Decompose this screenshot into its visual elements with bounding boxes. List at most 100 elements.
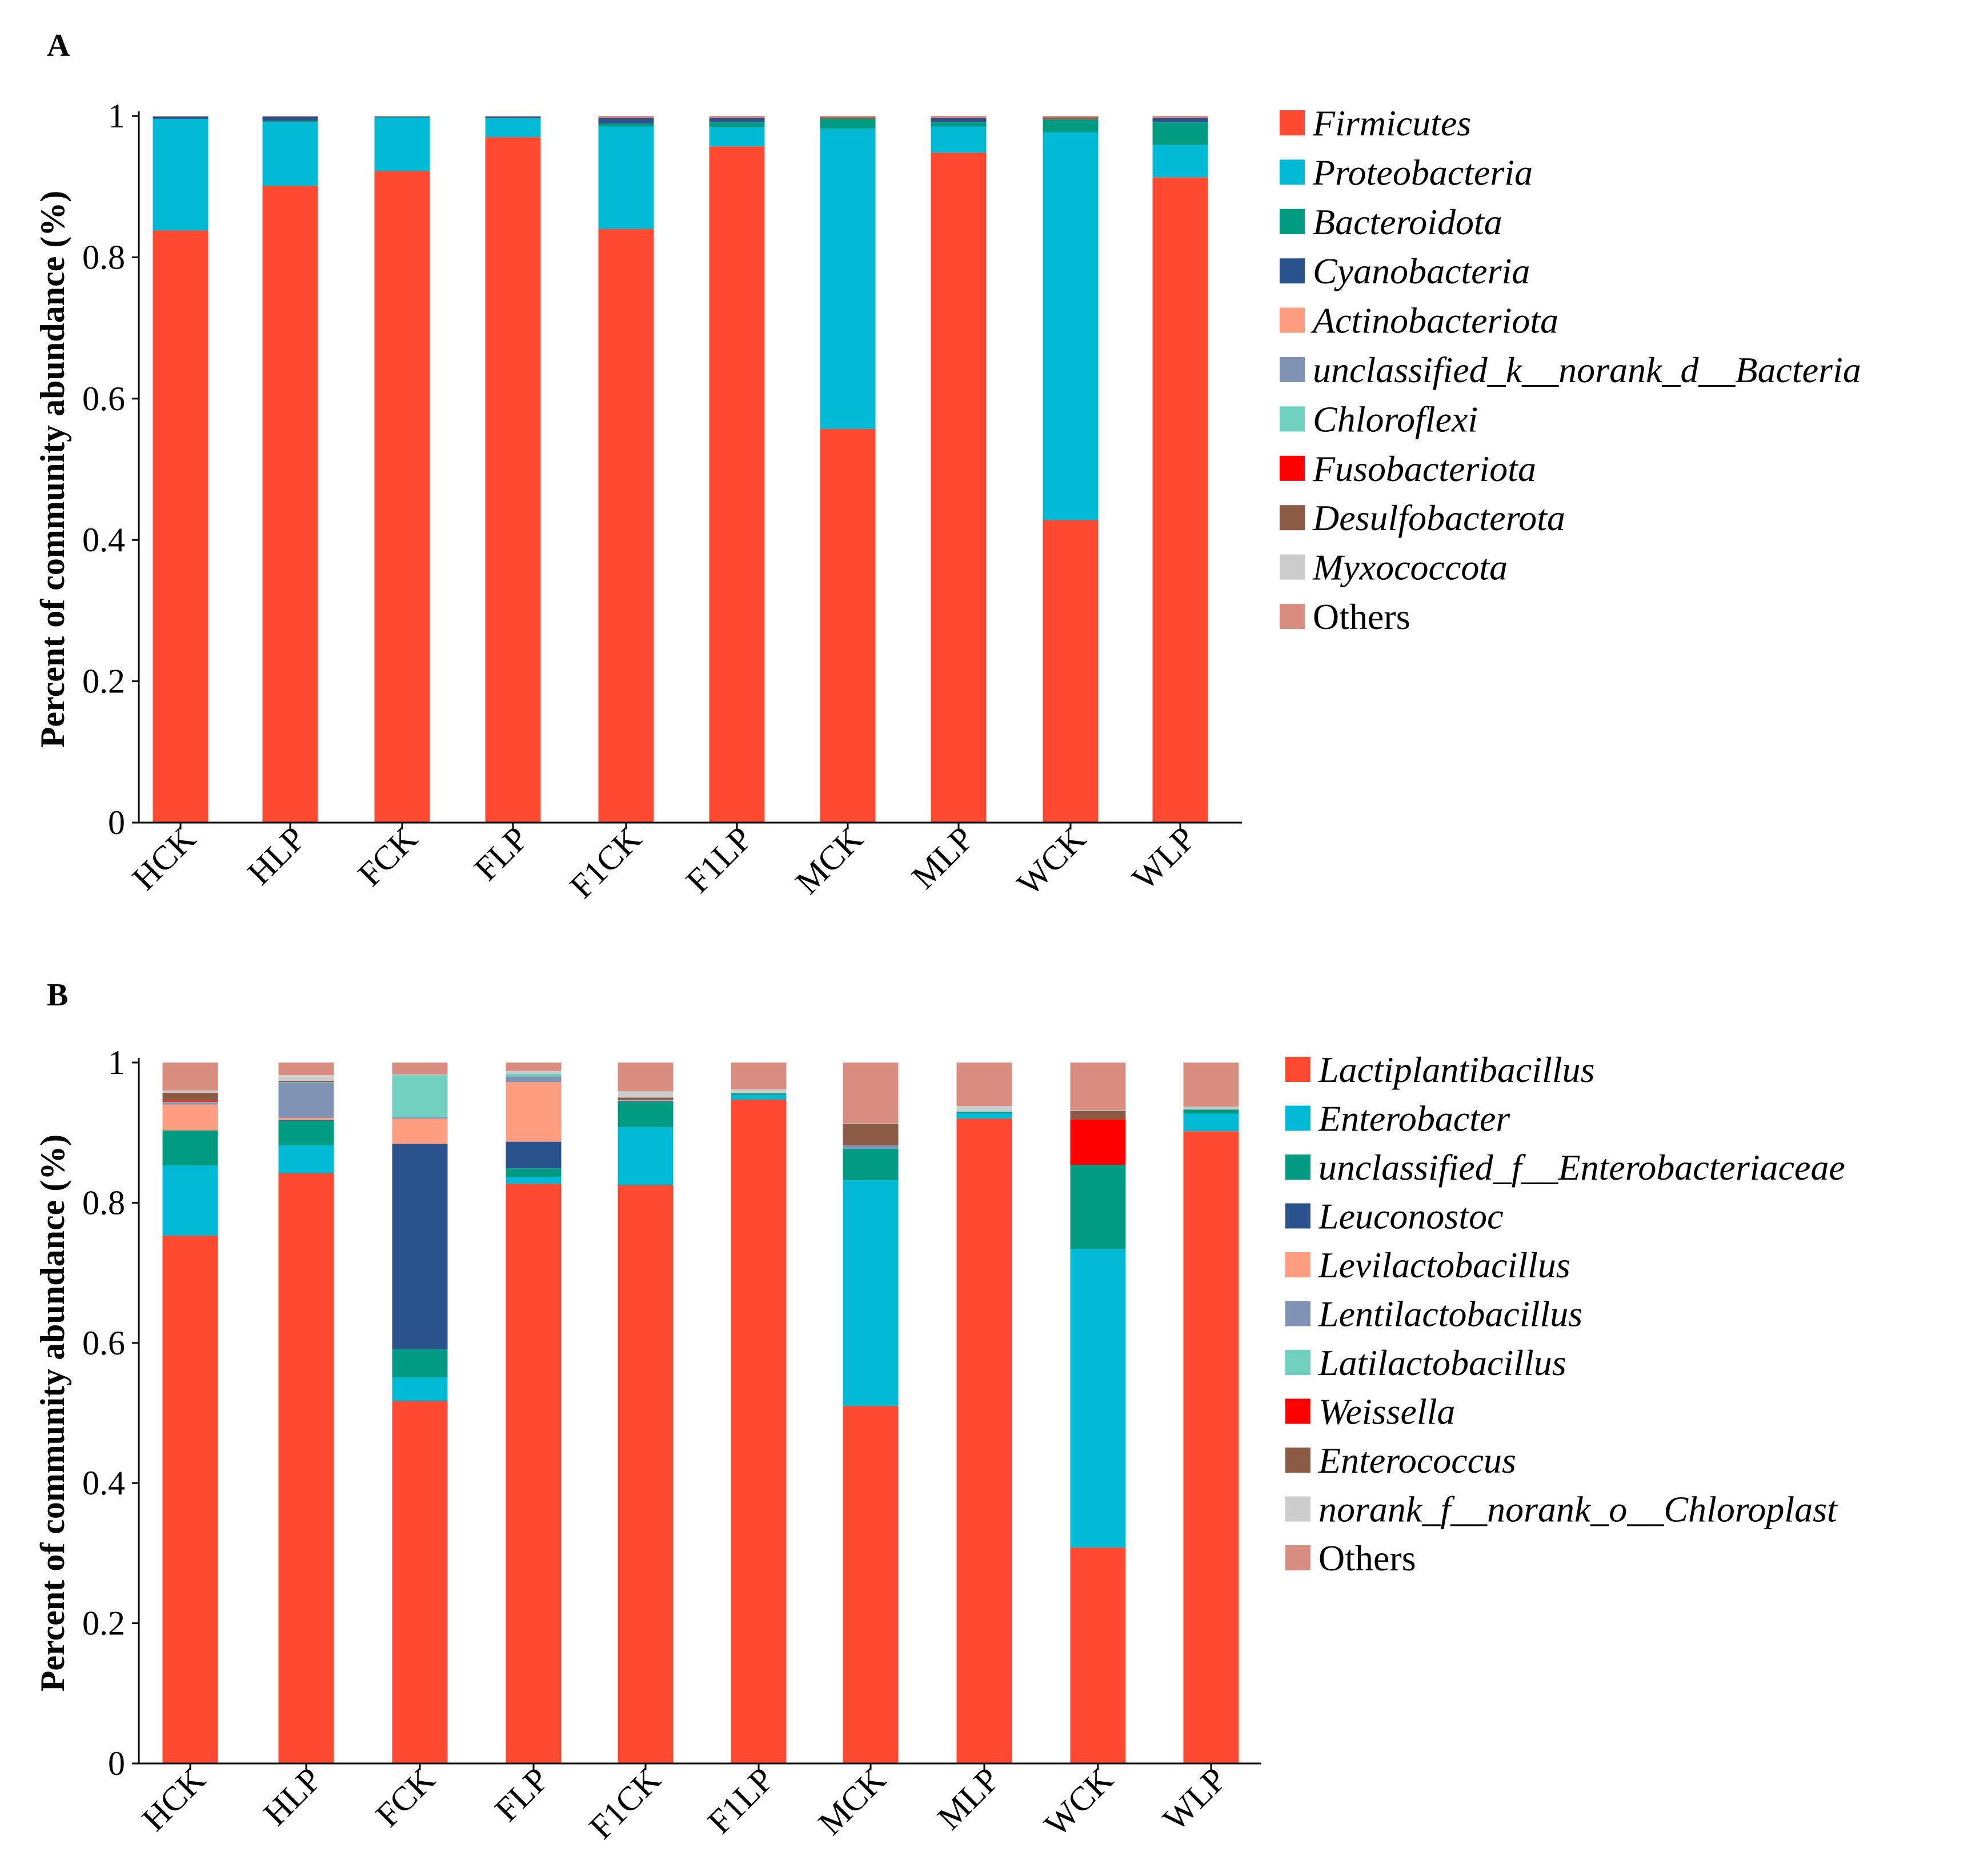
bar-segment-flp-unclassified-f-enterobacteriaceae [506,1168,562,1177]
bar-segment-hck-enterococcus [162,1092,218,1101]
y-tick-label: 0 [108,1745,125,1782]
bar-segment-mlp-bacteroidota [931,122,987,127]
bar-segment-f1ck-norank-f-norank-o-chloroplast [618,1091,674,1098]
bar-stack-wlp [1183,1063,1239,1763]
legend-item-desulfobacterota: Desulfobacterota [1280,498,1565,538]
legend-label: Weissella [1318,1392,1455,1432]
bar-segment-mck-enterococcus [843,1124,899,1145]
bar-segment-wlp-bacteroidota [1152,122,1208,145]
legend-item-unclassified-f-enterobacteriaceae: unclassified_f__Enterobacteriaceae [1285,1147,1845,1188]
bar-segment-mck-enterobacter [843,1180,899,1406]
bar-segment-mlp-firmicutes [931,153,987,823]
legend-item-leuconostoc: Leuconostoc [1285,1196,1504,1237]
panel-letter: B [47,977,68,1013]
bar-segment-mck-firmicutes [820,428,876,823]
bar-segment-flp-cyanobacteria [485,117,541,118]
bar-segment-f1ck-cyanobacteria [598,118,654,124]
bar-segment-hlp-firmicutes [262,186,318,823]
bar-segment-mlp-lactiplantibacillus [956,1119,1012,1763]
bar-segment-wck-enterobacter [1070,1249,1126,1548]
bar-segment-f1lp-unclassified-f-enterobacteriaceae [731,1093,787,1095]
bar-segment-f1lp-lactiplantibacillus [731,1100,787,1763]
bar-segment-f1lp-bacteroidota [709,122,765,127]
legend-label: Others [1318,1538,1416,1578]
legend-swatch [1280,357,1305,382]
legend-label: Enterobacter [1318,1099,1510,1139]
legend-swatch [1285,1398,1310,1424]
legend-label: Fusobacteriota [1312,448,1536,489]
legend-label: unclassified_f__Enterobacteriaceae [1318,1147,1845,1188]
bar-segment-wck-norank-f-norank-o-chloroplast [1070,1110,1126,1111]
bar-segment-wlp-enterobacter [1183,1113,1239,1132]
bar-segment-f1ck-firmicutes [598,229,654,823]
bar-segment-hck-proteobacteria [153,118,209,231]
legend-item-weissella: Weissella [1285,1392,1455,1432]
bar-segment-hlp-leuconostoc [278,1120,334,1121]
legend-swatch [1285,1155,1310,1180]
bar-segment-f1ck-lactiplantibacillus [618,1185,674,1763]
bar-segment-fck-proteobacteria [374,117,430,171]
bar-segment-hck-unclassified-f-enterobacteriaceae [162,1131,218,1166]
legend-swatch [1285,1301,1310,1326]
legend-swatch [1280,307,1305,333]
legend-label: Lactiplantibacillus [1318,1049,1595,1090]
bar-segment-fck-unclassified-f-enterobacteriaceae [392,1349,448,1377]
bar-stack-mck [820,116,876,823]
x-tick-label-hlp: HLP [256,1761,328,1833]
bar-segment-hck-enterobacter [162,1165,218,1236]
legend-swatch [1285,1252,1310,1277]
legend-item-fusobacteriota: Fusobacteriota [1280,448,1536,489]
bar-segment-mlp-norank-f-norank-o-chloroplast [956,1106,1012,1112]
y-tick-label: 0.8 [82,1184,125,1221]
legend-label: Leuconostoc [1318,1196,1504,1237]
bar-segment-mck-others [820,116,876,118]
legend: Firmicutes Proteobacteria Bacteroidota Cyan… [1280,103,1861,637]
bar-segment-wck-proteobacteria [1043,132,1099,520]
x-tick-label-wlp: WLP [1125,820,1203,897]
legend-item-unclassified-k-norank-d-bacteria: unclassified_k__norank_d__Bacteria [1280,350,1861,390]
bar-segment-fck-levilactobacillus [392,1119,448,1144]
panel-b: B Percent of community abundance (%) 0 0.2 0… [34,977,1845,1846]
bar-segment-mlp-unclassified-f-enterobacteriaceae [956,1111,1012,1113]
bar-segment-hlp-others [262,116,318,117]
legend-swatch [1285,1350,1310,1375]
bar-segment-wck-desulfobacterota [1043,117,1099,120]
bar-segment-hck-others [162,1063,218,1091]
bar-segment-wck-others [1070,1063,1126,1111]
bar-stack-hck [162,1063,218,1763]
y-tick-label: 1 [108,1044,125,1081]
bar-segment-fck-lactiplantibacillus [392,1401,448,1763]
legend-swatch [1280,406,1305,432]
legend-item-lentilactobacillus: Lentilactobacillus [1285,1294,1582,1334]
x-tick-label-mck: MCK [788,820,870,901]
bar-segment-fck-enterobacter [392,1377,448,1401]
legend-item-proteobacteria: Proteobacteria [1280,152,1533,193]
bar-segment-hck-cyanobacteria [153,117,209,119]
bar-segment-hlp-lactiplantibacillus [278,1173,334,1763]
x-tick-label-f1lp: F1LP [700,1761,781,1841]
x-tick-label-hck: HCK [125,820,203,897]
bar-segment-fck-firmicutes [374,171,430,823]
legend-swatch [1285,1448,1310,1473]
bar-segment-wlp-unclassified-f-enterobacteriaceae [1183,1109,1239,1114]
bar-segment-hlp-unclassified-f-enterobacteriaceae [278,1120,334,1145]
x-tick-label-f1ck: F1CK [563,820,648,905]
bar-segment-flp-leuconostoc [506,1141,562,1169]
legend-swatch [1280,258,1305,284]
bar-segment-mck-unclassified-f-enterobacteriaceae [843,1148,899,1181]
bar-segment-mck-lactiplantibacillus [843,1406,899,1763]
bar-stack-f1ck [598,116,654,823]
legend-label: Desulfobacterota [1312,498,1565,538]
bar-stack-fck [374,116,430,823]
legend-item-lactiplantibacillus: Lactiplantibacillus [1285,1049,1595,1090]
bar-segment-wck-weissella [1070,1119,1126,1165]
bar-segment-mlp-cyanobacteria [931,118,987,123]
y-tick-label: 1 [108,97,125,135]
bar-segment-hlp-norank-f-norank-o-chloroplast [278,1075,334,1081]
legend-swatch [1285,1496,1310,1522]
x-tick-label-flp: FLP [467,820,535,888]
bar-segment-wlp-lactiplantibacillus [1183,1131,1239,1763]
bar-segment-flp-enterobacter [506,1177,562,1184]
bar-segment-hck-latilactobacillus [162,1101,218,1103]
legend-item-firmicutes: Firmicutes [1280,103,1471,143]
